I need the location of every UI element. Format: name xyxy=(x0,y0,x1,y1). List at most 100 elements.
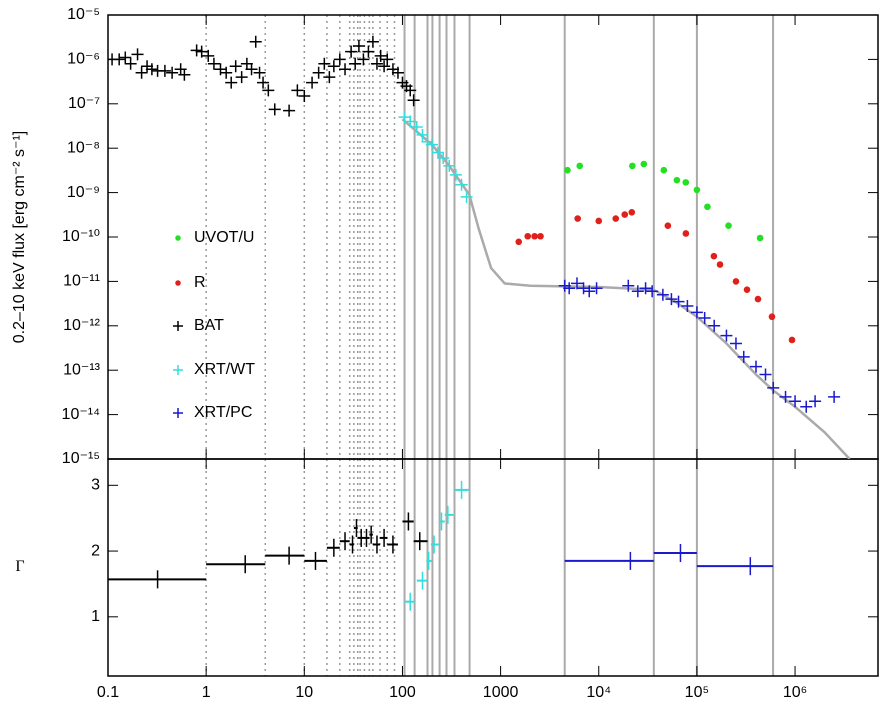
data-point xyxy=(374,49,387,62)
y-tick-label: 1 xyxy=(91,608,100,625)
data-point xyxy=(622,279,635,292)
data-point xyxy=(681,299,694,312)
y-axis-label: 0.2–10 keV flux [erg cm⁻² s⁻¹] xyxy=(11,131,28,344)
y-tick-label: 10⁻¹² xyxy=(63,317,101,334)
data-point xyxy=(737,350,750,363)
data-point xyxy=(682,179,690,186)
data-point xyxy=(621,211,629,218)
y-tick-label: 10⁻¹⁵ xyxy=(62,450,100,467)
data-point xyxy=(249,35,262,48)
y-tick-label: 2 xyxy=(91,542,100,559)
data-point xyxy=(698,311,711,324)
data-point xyxy=(563,282,576,295)
legend-label: R xyxy=(194,274,206,291)
data-point xyxy=(759,368,772,381)
data-point xyxy=(789,395,802,408)
data-point xyxy=(460,190,473,203)
legend-marker xyxy=(175,280,181,286)
data-point xyxy=(404,115,417,128)
data-point xyxy=(809,395,822,408)
data-point xyxy=(145,63,158,76)
legend-marker xyxy=(175,235,181,241)
data-point xyxy=(283,104,296,117)
data-point xyxy=(190,44,203,57)
x-tick-label: 1000 xyxy=(483,684,519,701)
data-point xyxy=(113,53,126,66)
data-point xyxy=(306,76,319,89)
data-point xyxy=(333,53,346,66)
legend-label: BAT xyxy=(194,317,224,334)
data-point xyxy=(590,282,603,295)
y-tick-label: 10⁻¹³ xyxy=(63,361,101,378)
data-point xyxy=(318,57,331,70)
data-point xyxy=(612,215,620,222)
data-point xyxy=(178,68,191,81)
y-tick-label: 10⁻¹⁰ xyxy=(62,228,100,245)
data-point xyxy=(710,252,718,260)
data-point xyxy=(537,232,544,240)
data-point xyxy=(410,121,423,134)
data-point xyxy=(225,76,238,89)
data-point xyxy=(391,66,404,79)
data-point xyxy=(660,166,668,174)
data-point xyxy=(455,178,468,191)
x-tick-label: 0.1 xyxy=(97,684,119,701)
data-point xyxy=(229,60,242,73)
data-point xyxy=(729,337,742,350)
legend-marker xyxy=(173,365,183,375)
data-point xyxy=(253,66,266,79)
data-point xyxy=(202,49,215,62)
legend-marker xyxy=(173,321,183,331)
data-point xyxy=(767,381,780,394)
data-point xyxy=(576,162,584,170)
data-point xyxy=(564,166,571,174)
data-point xyxy=(628,209,636,216)
data-point xyxy=(690,306,703,319)
data-point xyxy=(357,53,370,66)
data-point xyxy=(640,160,648,168)
data-point xyxy=(629,162,636,170)
data-point xyxy=(631,285,644,298)
data-point xyxy=(166,66,179,79)
data-point xyxy=(404,84,417,97)
data-point xyxy=(583,285,596,298)
data-point xyxy=(449,168,462,181)
data-point xyxy=(720,329,733,342)
data-point xyxy=(323,71,336,84)
data-point xyxy=(370,57,383,70)
x-tick-label: 10⁴ xyxy=(586,684,611,701)
data-point xyxy=(749,360,762,373)
data-point xyxy=(725,222,732,229)
x-tick-label: 100 xyxy=(389,684,416,701)
y-tick-label: 10⁻⁶ xyxy=(67,51,100,68)
data-point xyxy=(754,295,762,303)
data-point xyxy=(262,84,275,97)
data-point xyxy=(131,48,144,61)
data-point xyxy=(577,282,590,295)
data-point xyxy=(378,60,391,73)
y-tick-label: 10⁻⁸ xyxy=(67,139,100,156)
data-point xyxy=(327,60,340,73)
x-tick-label: 10⁵ xyxy=(685,684,709,701)
data-point xyxy=(437,152,450,165)
data-point xyxy=(291,84,304,97)
top-plot xyxy=(108,35,851,459)
data-point xyxy=(220,66,233,79)
data-point xyxy=(639,282,652,295)
x-tick-label: 10⁶ xyxy=(783,684,807,701)
data-point xyxy=(515,238,523,246)
data-point xyxy=(235,71,248,84)
data-point xyxy=(339,63,352,76)
data-point xyxy=(779,390,792,403)
model-line xyxy=(401,118,851,459)
data-point xyxy=(673,176,681,184)
data-point xyxy=(443,159,456,172)
data-point xyxy=(828,390,841,403)
y-axis-label: Γ xyxy=(15,558,24,575)
data-point xyxy=(531,232,538,240)
data-point xyxy=(124,57,137,70)
data-point xyxy=(425,138,438,151)
y-tick-label: 10⁻¹¹ xyxy=(63,273,100,290)
data-point xyxy=(672,295,685,308)
y-tick-label: 10⁻⁹ xyxy=(67,184,100,201)
